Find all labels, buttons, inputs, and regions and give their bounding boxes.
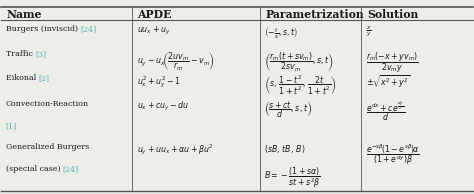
Text: $u_y - u_x\!\left(\dfrac{2uv_m}{r_m} - v_m\right)$: $u_y - u_x\!\left(\dfrac{2uv_m}{r_m} - v… xyxy=(137,50,214,73)
Text: (special case): (special case) xyxy=(6,165,63,173)
Text: [24]: [24] xyxy=(63,165,79,173)
Text: APDE: APDE xyxy=(137,9,172,20)
Text: Solution: Solution xyxy=(367,9,418,20)
Text: $u_y + uu_x + \alpha u + \beta u^2$: $u_y + uu_x + \alpha u + \beta u^2$ xyxy=(137,143,213,157)
Text: [3]: [3] xyxy=(35,50,46,58)
Text: [2]: [2] xyxy=(38,74,49,82)
Text: Traffic: Traffic xyxy=(6,50,35,58)
Text: $\frac{x}{y}$: $\frac{x}{y}$ xyxy=(366,25,372,39)
Text: $B = -\dfrac{(1+s\alpha)}{st+s^2\beta}$: $B = -\dfrac{(1+s\alpha)}{st+s^2\beta}$ xyxy=(264,165,321,190)
Text: Parametrization: Parametrization xyxy=(265,9,364,20)
Text: $\dfrac{e^{dx}+ce^{\frac{dy}{c}}}{d}$: $\dfrac{e^{dx}+ce^{\frac{dy}{c}}}{d}$ xyxy=(366,100,405,123)
Text: Burgers (inviscid): Burgers (inviscid) xyxy=(6,25,80,33)
Text: Convection-Reaction: Convection-Reaction xyxy=(6,100,89,107)
Text: $\dfrac{r_m(-x+yv_m)}{2v_m y}$: $\dfrac{r_m(-x+yv_m)}{2v_m y}$ xyxy=(366,50,419,75)
Text: $uu_x + u_y$: $uu_x + u_y$ xyxy=(137,25,170,37)
Text: $(sB,\, tB,\, B)$: $(sB,\, tB,\, B)$ xyxy=(264,143,306,155)
Text: [1]: [1] xyxy=(6,122,17,130)
Text: Eikonal: Eikonal xyxy=(6,74,38,82)
Text: $u_x^2 + u_y^2 - 1$: $u_x^2 + u_y^2 - 1$ xyxy=(137,74,181,90)
Text: [24]: [24] xyxy=(80,25,96,33)
Text: $\left(s,\, \dfrac{1-t^2}{1+t^2},\, \dfrac{2t}{1+t^2}\right)$: $\left(s,\, \dfrac{1-t^2}{1+t^2},\, \dfr… xyxy=(264,74,337,97)
Text: $\left(-\frac{t}{s}, s, t\right)$: $\left(-\frac{t}{s}, s, t\right)$ xyxy=(264,25,299,40)
Text: $u_x + cu_y - du$: $u_x + cu_y - du$ xyxy=(137,100,189,113)
Text: $\left(\dfrac{s+ct}{d}, s, t\right)$: $\left(\dfrac{s+ct}{d}, s, t\right)$ xyxy=(264,100,313,120)
Text: $\pm\sqrt{x^2 + y^2}$: $\pm\sqrt{x^2 + y^2}$ xyxy=(366,74,410,91)
Text: $\left(\dfrac{r_m(t+sv_m)}{2sv_m}, s, t\right)$: $\left(\dfrac{r_m(t+sv_m)}{2sv_m}, s, t\… xyxy=(264,50,335,74)
Text: $\dfrac{e^{-s\beta}\!\left(1-e^{s\beta}\right)\!\alpha}{(1+e^{\alpha y})\beta}$: $\dfrac{e^{-s\beta}\!\left(1-e^{s\beta}\… xyxy=(366,143,420,167)
Text: Generalized Burgers: Generalized Burgers xyxy=(6,143,89,151)
Text: Name: Name xyxy=(7,9,42,20)
